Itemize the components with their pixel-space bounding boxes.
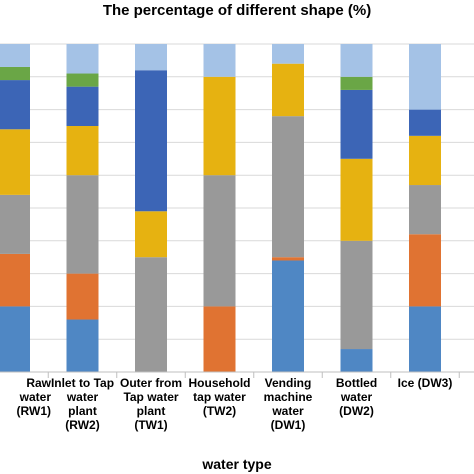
bar-segment-3-series-4 [135, 211, 167, 258]
bar-segment-2-series-5 [66, 86, 99, 126]
bar-segment-1-series-4 [0, 129, 30, 195]
bar-segment-6-series-6 [340, 76, 373, 90]
bar-segment-2-series-6 [66, 73, 99, 87]
bar-segment-1-series-7 [0, 44, 30, 67]
bar-segment-7-series-7 [409, 44, 441, 110]
bar-segment-5-series-4 [272, 63, 304, 117]
bar-segment-2-series-3 [66, 175, 99, 274]
category-label-4: Household tap water (TW2) [188, 376, 251, 418]
chart-title: The percentage of different shape (%) [102, 2, 372, 19]
bar-segment-4-series-4 [203, 76, 236, 176]
category-label-1: Raw water (RW1) [16, 376, 51, 418]
x-axis-title: water type [202, 456, 272, 472]
bar-segment-7-series-5 [409, 109, 441, 136]
bar-segment-1-series-1 [0, 306, 30, 372]
category-label-7: Ice (DW3) [397, 376, 453, 390]
bar-segment-6-series-4 [340, 158, 373, 241]
category-label-6: Bottled water (DW2) [335, 376, 378, 418]
bar-segment-4-series-3 [203, 175, 236, 307]
bar-segment-3-series-7 [135, 44, 167, 71]
bar-segment-6-series-1 [340, 349, 373, 372]
category-label-2: Inlet to Tap water plant (RW2) [50, 376, 115, 432]
bar-segment-7-series-2 [409, 234, 441, 307]
bar-segment-7-series-3 [409, 185, 441, 235]
bar-segment-2-series-2 [66, 273, 99, 320]
bar-segment-7-series-1 [409, 306, 441, 372]
bar-segment-4-series-2 [203, 306, 236, 372]
bar-segment-5-series-3 [272, 116, 304, 258]
bar-segment-4-series-7 [203, 44, 236, 77]
bar-segment-5-series-1 [272, 260, 304, 372]
category-label-3: Outer from Tap water plant (TW1) [119, 376, 182, 432]
bar-segment-3-series-5 [135, 70, 167, 212]
bar-segment-1-series-6 [0, 66, 30, 81]
bar-segment-1-series-2 [0, 253, 30, 307]
bar-segment-3-series-3 [135, 257, 167, 372]
bar-segment-7-series-4 [409, 135, 441, 186]
bar-segment-1-series-5 [0, 80, 30, 130]
category-label-5: Vending machine water (DW1) [263, 376, 313, 432]
bar-segment-6-series-3 [340, 240, 373, 350]
bars [0, 44, 441, 372]
bar-segment-5-series-2 [272, 257, 304, 261]
bar-segment-1-series-3 [0, 194, 30, 254]
x-axis [0, 371, 474, 378]
bar-segment-2-series-1 [66, 319, 99, 372]
bar-segment-5-series-7 [272, 44, 304, 64]
bar-segment-2-series-7 [66, 44, 99, 74]
bar-segment-6-series-5 [340, 89, 373, 159]
bar-segment-6-series-7 [340, 44, 373, 77]
bar-segment-2-series-4 [66, 126, 99, 176]
